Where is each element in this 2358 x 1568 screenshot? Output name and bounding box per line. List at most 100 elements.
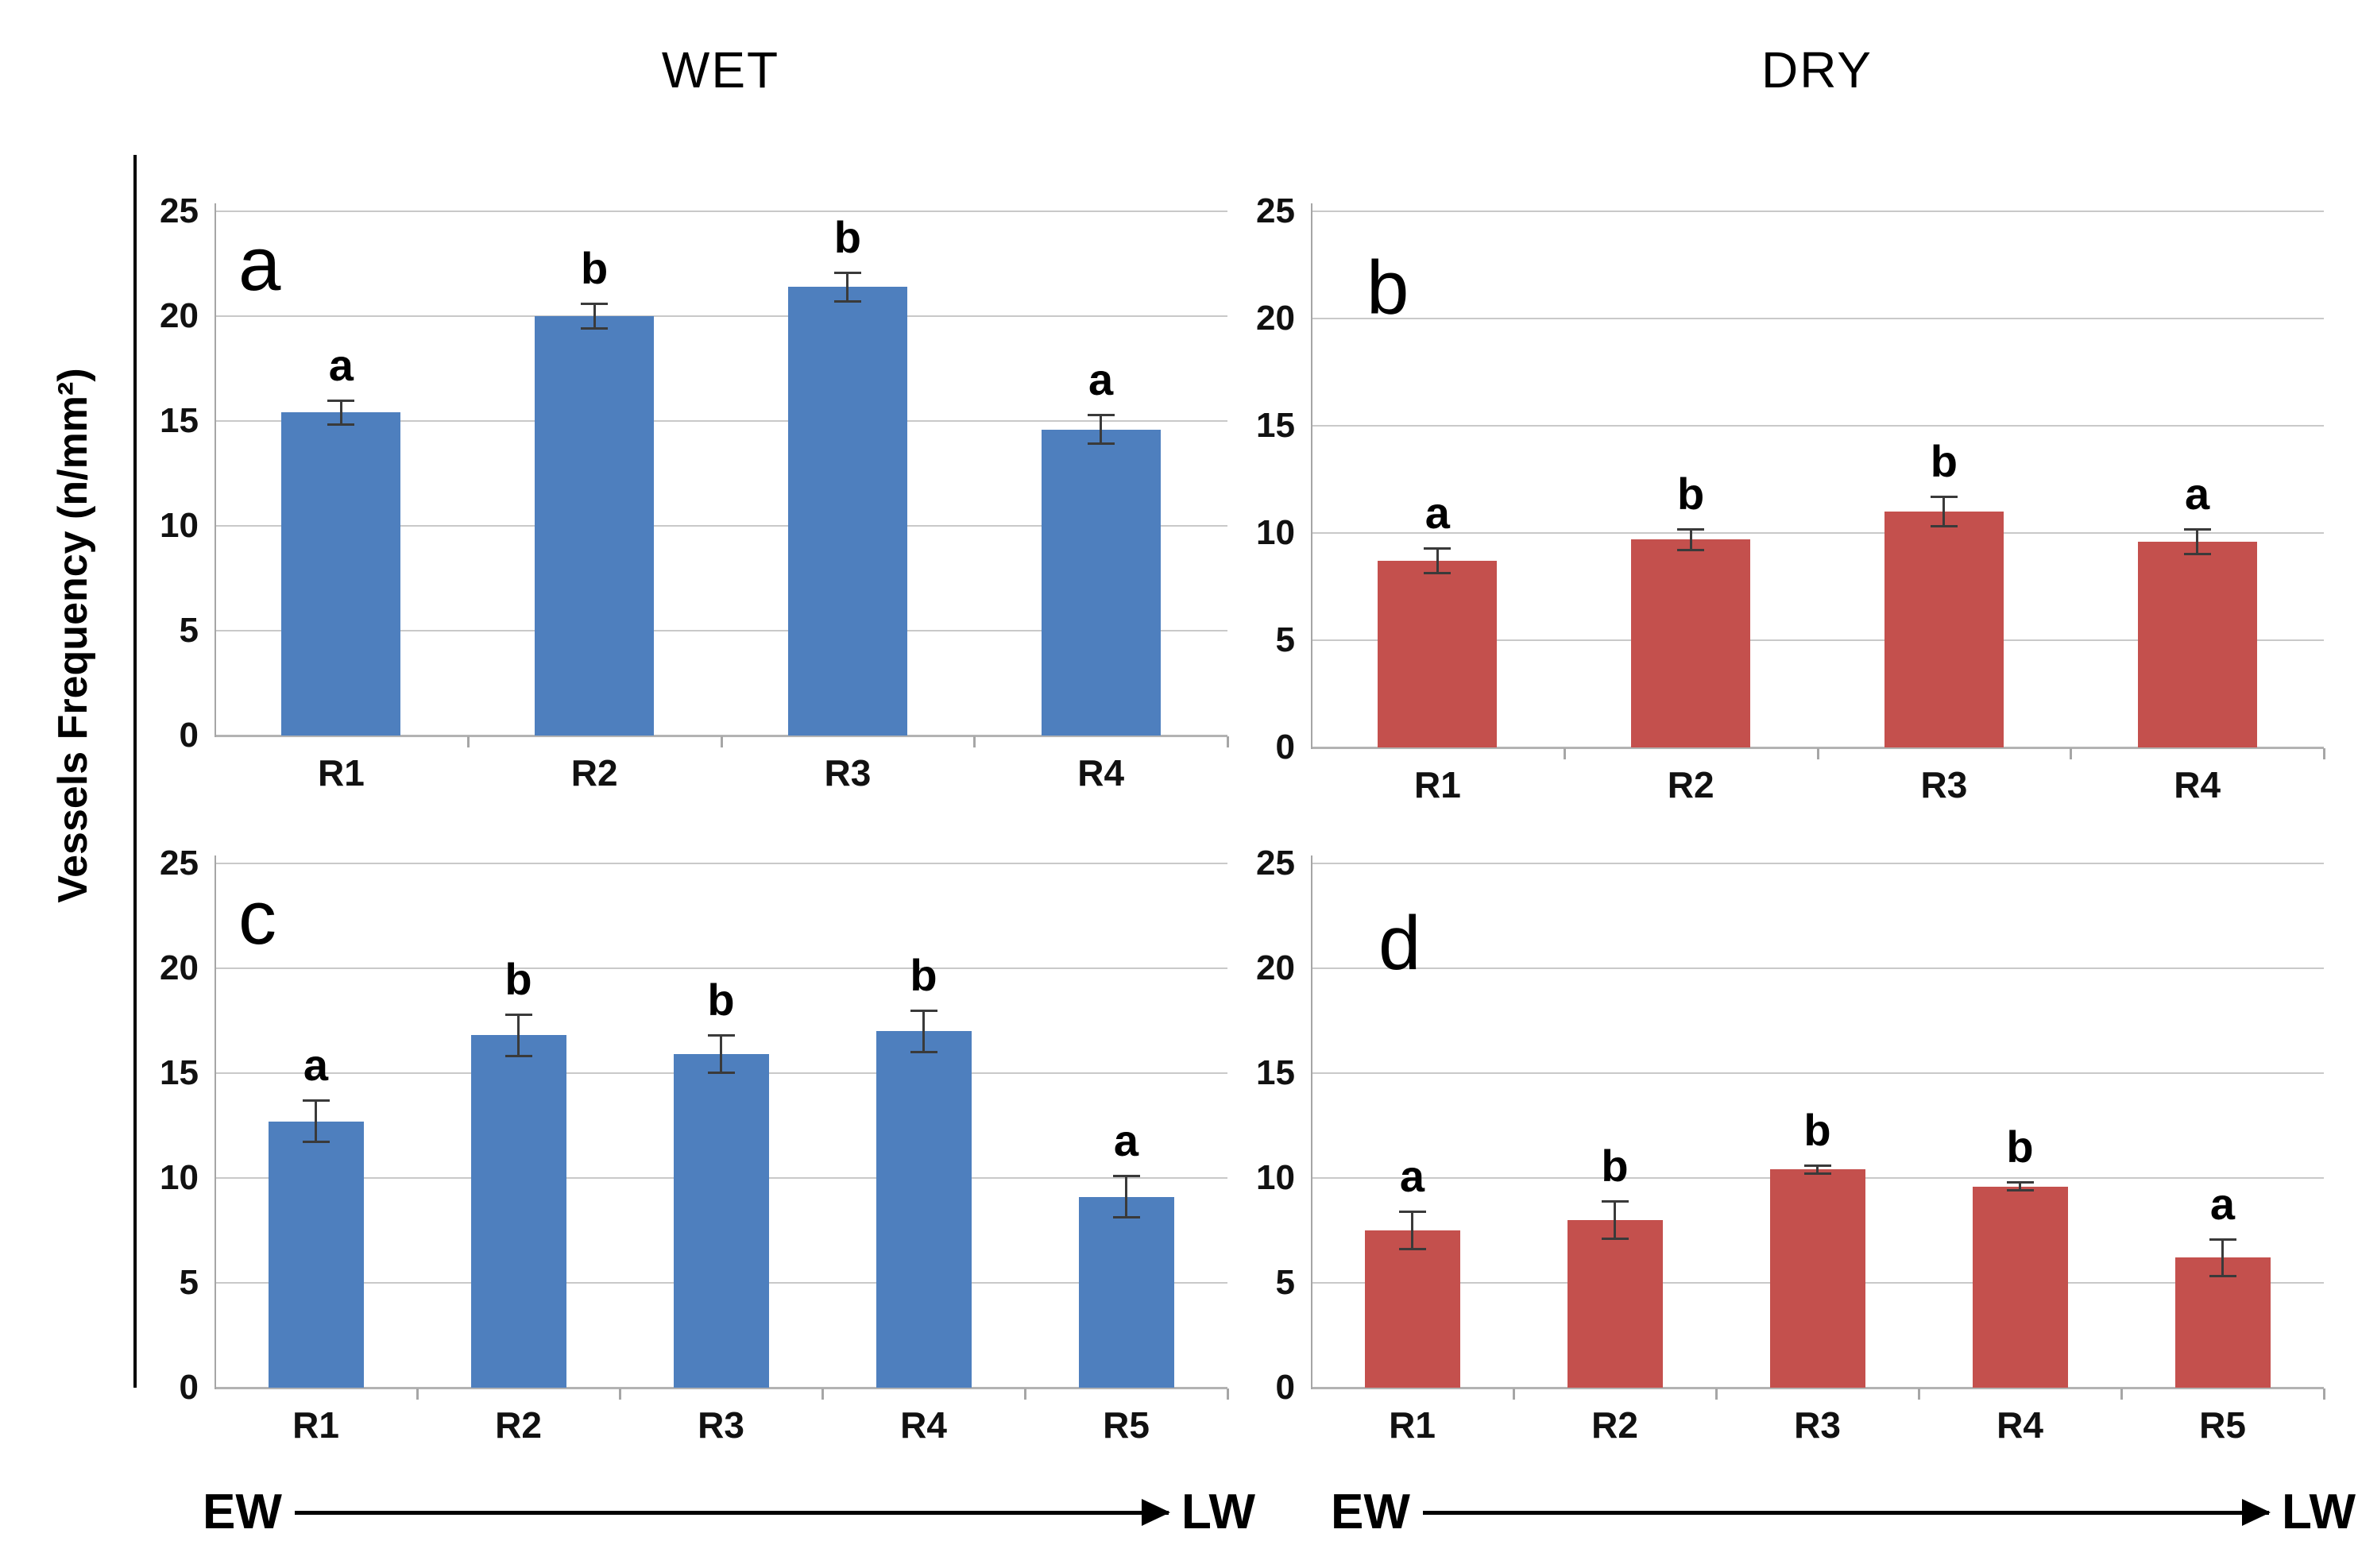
gridline bbox=[215, 420, 1227, 422]
gridline bbox=[1311, 967, 2324, 969]
error-bar-cap-bottom bbox=[1112, 1216, 1140, 1219]
y-tick-label: 15 bbox=[1256, 1053, 1295, 1092]
axis-tick bbox=[1513, 1388, 1515, 1400]
x-category-label: R4 bbox=[1997, 1404, 2043, 1446]
shared-y-axis-spine bbox=[133, 155, 137, 1388]
gridline bbox=[215, 315, 1227, 317]
gridline bbox=[215, 525, 1227, 527]
error-bar bbox=[846, 272, 849, 302]
y-tick-label: 0 bbox=[1275, 1368, 1295, 1407]
sig-letter: a bbox=[1088, 354, 1114, 405]
error-bar-cap-bottom bbox=[833, 299, 861, 303]
y-tick-label: 10 bbox=[1256, 1158, 1295, 1197]
axis-tick bbox=[1918, 1388, 1920, 1400]
gridline bbox=[1311, 532, 2324, 534]
bar-b-R1 bbox=[1378, 561, 1497, 747]
error-bar-cap-bottom bbox=[2209, 1275, 2236, 1278]
error-bar-cap-top bbox=[1424, 546, 1452, 550]
y-tick-label: 10 bbox=[1256, 513, 1295, 552]
arrow-head-icon bbox=[1142, 1499, 1171, 1526]
error-bar-cap-top bbox=[327, 399, 355, 402]
sig-letter: b bbox=[2006, 1122, 2034, 1172]
error-bar-cap-top bbox=[1930, 496, 1958, 499]
y-tick-label: 15 bbox=[1256, 406, 1295, 445]
error-bar-cap-bottom bbox=[581, 326, 609, 330]
error-bar-cap-top bbox=[2006, 1181, 2034, 1184]
error-bar-cap-bottom bbox=[302, 1141, 330, 1144]
sig-letter: b bbox=[707, 975, 735, 1025]
error-bar bbox=[2196, 528, 2199, 554]
ew-lw-arrow-right: EW LW bbox=[1331, 1479, 2356, 1546]
gridline bbox=[215, 863, 1227, 864]
x-axis-baseline bbox=[215, 1387, 1227, 1389]
error-bar-cap-bottom bbox=[2006, 1188, 2034, 1191]
error-bar bbox=[1816, 1165, 1819, 1174]
error-bar bbox=[1411, 1211, 1413, 1249]
y-tick-label: 5 bbox=[1275, 1263, 1295, 1302]
y-tick-label: 20 bbox=[160, 296, 199, 335]
column-title-dry: DRY bbox=[1761, 41, 1873, 98]
bar-b-R3 bbox=[1884, 512, 2004, 747]
bar-d-R1 bbox=[1365, 1230, 1460, 1388]
panel-letter-a: a bbox=[238, 222, 281, 307]
x-category-label: R3 bbox=[698, 1404, 744, 1446]
axis-tick bbox=[619, 1388, 621, 1400]
bar-c-R4 bbox=[876, 1031, 972, 1388]
error-bar-cap-bottom bbox=[504, 1054, 532, 1057]
x-category-label: R1 bbox=[1413, 764, 1461, 805]
error-bar-cap-bottom bbox=[1601, 1237, 1629, 1240]
axis-tick bbox=[1227, 1388, 1229, 1400]
axis-tick bbox=[466, 736, 470, 747]
y-tick-label: 25 bbox=[160, 191, 199, 230]
error-bar bbox=[315, 1100, 317, 1143]
axis-tick bbox=[1227, 736, 1229, 747]
x-category-label: R1 bbox=[292, 1404, 339, 1446]
sig-letter: b bbox=[1601, 1141, 1629, 1191]
ew-label: EW bbox=[1331, 1485, 1410, 1539]
y-tick-label: 15 bbox=[160, 1053, 199, 1092]
ew-label: EW bbox=[203, 1485, 282, 1539]
sig-letter: a bbox=[2209, 1178, 2236, 1229]
error-bar bbox=[1614, 1201, 1616, 1239]
error-bar bbox=[1689, 528, 1692, 550]
error-bar-cap-bottom bbox=[1677, 548, 1705, 551]
axis-tick bbox=[2070, 748, 2073, 759]
error-bar-cap-top bbox=[833, 271, 861, 274]
sig-letter: a bbox=[1399, 1151, 1425, 1202]
bar-c-R1 bbox=[269, 1121, 364, 1388]
x-category-label: R5 bbox=[1103, 1404, 1150, 1446]
x-category-label: R1 bbox=[317, 752, 365, 794]
y-tick-label: 0 bbox=[179, 1368, 199, 1407]
panel-letter-d: d bbox=[1378, 901, 1421, 986]
bar-c-R2 bbox=[471, 1035, 566, 1388]
axis-tick bbox=[973, 736, 976, 747]
x-axis-baseline bbox=[215, 735, 1227, 737]
error-bar-cap-top bbox=[581, 303, 609, 306]
x-category-label: R4 bbox=[2174, 764, 2221, 805]
y-tick-label: 25 bbox=[1256, 844, 1295, 882]
arrow-head-icon bbox=[2242, 1499, 2271, 1526]
x-category-label: R4 bbox=[900, 1404, 947, 1446]
x-axis-baseline bbox=[1311, 747, 2324, 749]
bar-a-R1 bbox=[281, 412, 400, 736]
error-bar-cap-bottom bbox=[1424, 572, 1452, 575]
x-category-label: R3 bbox=[1794, 1404, 1841, 1446]
bar-b-R4 bbox=[2138, 541, 2257, 747]
error-bar-cap-bottom bbox=[1803, 1172, 1831, 1175]
lw-label: LW bbox=[1181, 1485, 1255, 1539]
error-bar-cap-bottom bbox=[707, 1072, 735, 1074]
error-bar bbox=[339, 400, 342, 426]
y-tick-label: 5 bbox=[179, 1263, 199, 1302]
axis-tick bbox=[1563, 748, 1566, 759]
axis-tick bbox=[416, 1388, 419, 1400]
gridline bbox=[1311, 1072, 2324, 1074]
error-bar-cap-top bbox=[1087, 414, 1115, 417]
sig-letter: b bbox=[1930, 436, 1958, 487]
sig-letter: b bbox=[581, 243, 609, 294]
sig-letter: a bbox=[328, 339, 354, 390]
y-tick-label: 0 bbox=[1275, 728, 1295, 767]
error-bar bbox=[1100, 415, 1103, 445]
error-bar-cap-top bbox=[1398, 1211, 1426, 1214]
y-axis-line bbox=[1311, 203, 1312, 749]
bar-d-R3 bbox=[1770, 1169, 1865, 1388]
